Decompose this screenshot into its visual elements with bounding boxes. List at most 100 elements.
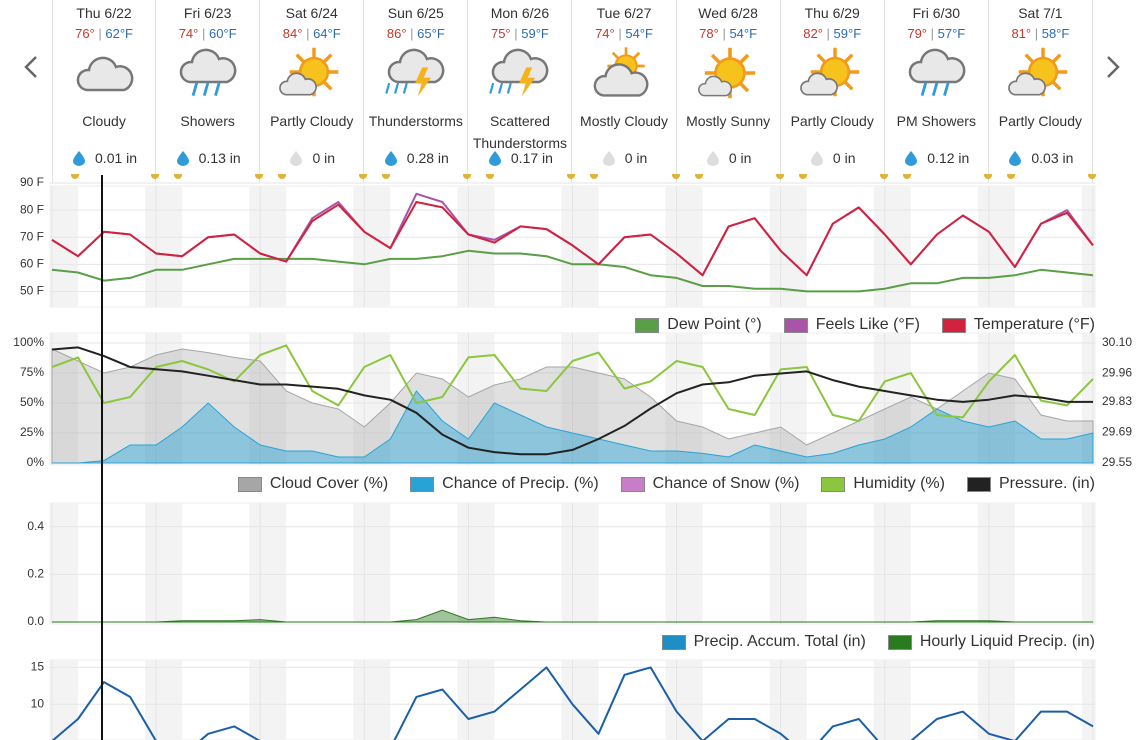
legend-label: Precip. Accum. Total (in) [693,633,866,650]
precip-amount: 0 in [832,150,856,166]
legend-item[interactable]: Chance of Precip. (%) [410,475,599,493]
precip: 0.17 in [468,150,571,166]
legend-item[interactable]: Humidity (%) [821,475,945,493]
night-band [769,186,807,307]
line [51,666,1094,740]
legend-item[interactable]: Precip. Accum. Total (in) [661,633,866,651]
precip-amount: 0.03 in [1031,150,1074,166]
day-label: Sat 7/1 [1018,5,1063,21]
high-temp: 79° [907,26,928,41]
sunset [671,174,680,179]
y-tick-label: 60 F [20,257,44,271]
day-column[interactable]: Fri 6/30 79° | 57°F PM Showers 0.12 in [885,0,992,183]
separator: | [302,26,314,41]
temps: 81° | 58°F [989,26,1092,46]
day-column[interactable]: Wed 6/28 78° | 54°F Mostly Sunny 0 in [677,0,784,183]
precip: 0.12 in [885,150,988,166]
y-tick-label: 80 F [20,202,44,216]
series-group [51,192,1094,293]
day-column[interactable]: Mon 6/26 75° | 59°F Scattered Thundersto… [468,0,576,183]
next-arrow[interactable] [1102,55,1124,79]
day-column[interactable]: Sat 6/24 84° | 64°F Partly Cloudy 0 in [260,0,368,183]
y-tick-label: 15 [31,660,45,674]
night-band [353,660,391,740]
day-column[interactable]: Sun 6/25 86° | 65°F Thunderstorms 0.28 i… [364,0,472,183]
night-band [249,503,287,624]
sunset [775,174,784,179]
legend-swatch [661,634,686,650]
low-temp: 59°F [521,26,549,41]
separator: | [718,26,730,41]
legend-item[interactable]: Dew Point (°) [635,316,762,334]
legend: Dew Point (°) Feels Like (°F) Temperature … [635,316,1095,334]
day-label: Sat 6/24 [285,5,338,21]
y2-tick-label: 29.83 [1102,394,1132,408]
temps: 79° | 57°F [885,26,988,46]
legend-swatch [635,317,660,333]
temps: 82° | 59°F [781,26,884,46]
night-band [873,333,911,465]
legend-swatch [966,476,991,492]
night-band [873,503,911,624]
legend-swatch [887,634,912,650]
precip: 0.28 in [364,150,467,166]
separator: | [822,26,834,41]
y2-tick-label: 30.10 [1102,335,1132,349]
day-column[interactable]: Thu 6/29 82° | 59°F Partly Cloudy 0 in [781,0,888,183]
temps: 84° | 64°F [260,26,363,46]
day-label: Mon 6/26 [490,5,550,21]
sunset [1087,174,1096,179]
y-tick-label: 50% [20,395,44,409]
day-column[interactable]: Tue 6/27 74° | 54°F Mostly Cloudy 0 in [572,0,680,183]
precip: 0 in [781,150,884,166]
night-band [769,503,807,624]
day-label: Fri 6/23 [183,5,232,21]
condition: PM Showers [896,113,976,129]
legend: Cloud Cover (%) Chance of Precip. (%) Chan… [237,475,1095,493]
condition: Thunderstorms [368,113,463,129]
high-temp: 81° [1011,26,1032,41]
y-tick-label: 0.2 [27,567,44,581]
day-column[interactable]: Fri 6/23 74° | 60°F Showers 0.13 in [156,0,264,183]
low-temp: 60°F [208,26,237,41]
high-temp: 76° [75,26,95,41]
legend-item[interactable]: Pressure. (in) [966,475,1095,493]
sun-markers [364,174,472,182]
sunrise [902,174,911,179]
sun-markers [677,174,784,182]
night-band [457,186,495,307]
high-temp: 86° [386,26,407,41]
y-tick-label: 0.0 [27,614,44,628]
legend-item[interactable]: Hourly Liquid Precip. (in) [887,633,1095,651]
precip: 0.01 in [53,150,155,166]
high-temp: 74° [595,26,615,41]
sunrise [382,174,391,179]
prev-arrow[interactable] [20,55,42,79]
line [51,201,1094,277]
precip-amount: 0 in [624,150,648,166]
series-group [51,344,1094,464]
night-band [665,660,703,740]
night-band [769,333,807,465]
sunrise [278,174,287,179]
legend-item[interactable]: Temperature (°F) [941,316,1095,334]
sunset [359,174,368,179]
legend-label: Dew Point (°) [667,316,762,333]
day-column[interactable]: Sat 7/1 81° | 58°F Partly Cloudy 0.03 in [989,0,1096,183]
night-band [353,186,391,307]
sunset [567,174,576,179]
legend-item[interactable]: Cloud Cover (%) [237,475,388,493]
separator: | [406,26,418,41]
low-temp: 65°F [417,26,445,41]
low-temp: 58°F [1041,26,1070,41]
legend-item[interactable]: Chance of Snow (%) [620,475,799,493]
separator: | [94,26,106,41]
day-column[interactable]: Thu 6/22 76° | 62°F Cloudy 0.01 in [52,0,160,183]
y-tick-label: 10 [31,696,45,710]
legend-swatch [237,476,262,492]
legend-swatch [783,317,808,333]
low-temp: 64°F [313,26,341,41]
legend-item[interactable]: Feels Like (°F) [783,316,920,334]
precip: 0 in [572,150,675,166]
